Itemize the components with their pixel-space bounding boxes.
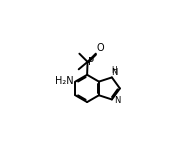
Text: N: N — [114, 96, 121, 105]
Text: O: O — [96, 43, 104, 53]
Text: H₂N: H₂N — [55, 76, 73, 86]
Text: H: H — [111, 66, 117, 75]
Text: N: N — [111, 68, 117, 77]
Text: P: P — [88, 57, 94, 67]
